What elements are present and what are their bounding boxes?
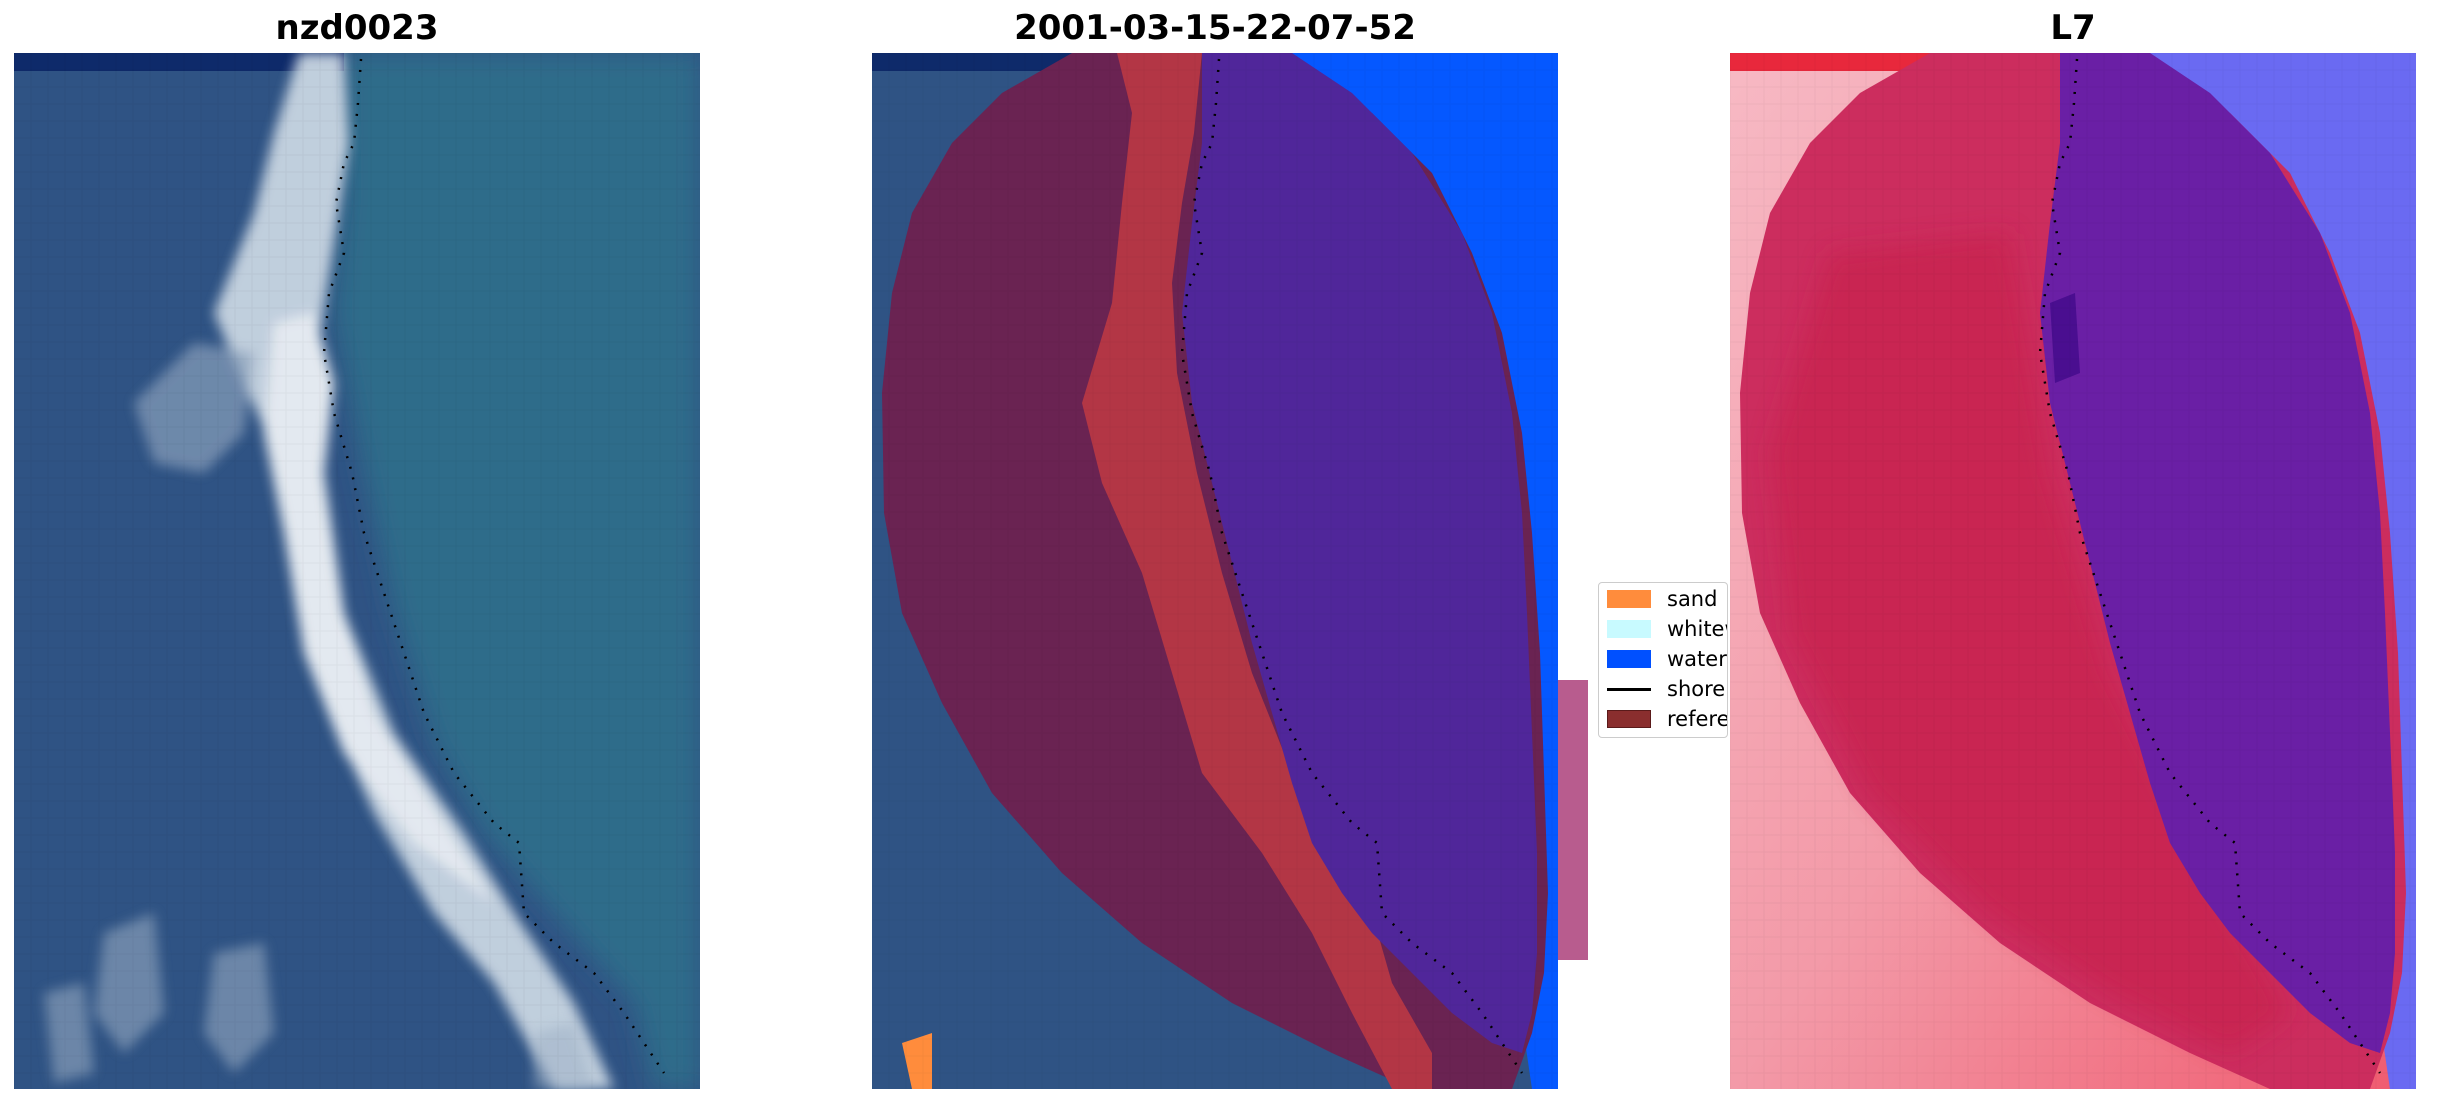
legend-item-reference: referen (1607, 707, 1727, 731)
legend-item-sand: sand (1607, 587, 1717, 611)
legend-label-sand: sand (1667, 587, 1718, 611)
legend-label-reference: referen (1667, 707, 1727, 731)
classified-image-panel (872, 53, 1558, 1089)
panel-title-index: L7 (2050, 8, 2096, 48)
legend-label-water: water (1667, 647, 1727, 671)
legend-label-shoreline: shorel (1667, 677, 1728, 701)
panel-title-classified: 2001-03-15-22-07-52 (1014, 8, 1416, 48)
index-image-panel (1730, 53, 2416, 1089)
legend-swatch-whitewater (1607, 620, 1651, 638)
rgb-image-panel (14, 53, 700, 1089)
panel-title-rgb: nzd0023 (275, 8, 439, 48)
legend-swatch-reference (1607, 710, 1651, 728)
legend-swatch-shoreline (1607, 687, 1651, 691)
legend-swatch-sand (1607, 590, 1651, 608)
legend-item-water: water (1607, 647, 1727, 671)
legend-swatch-water (1607, 650, 1651, 668)
reference-region-overflow (1558, 680, 1588, 960)
legend-item-shoreline: shorel (1607, 677, 1728, 701)
